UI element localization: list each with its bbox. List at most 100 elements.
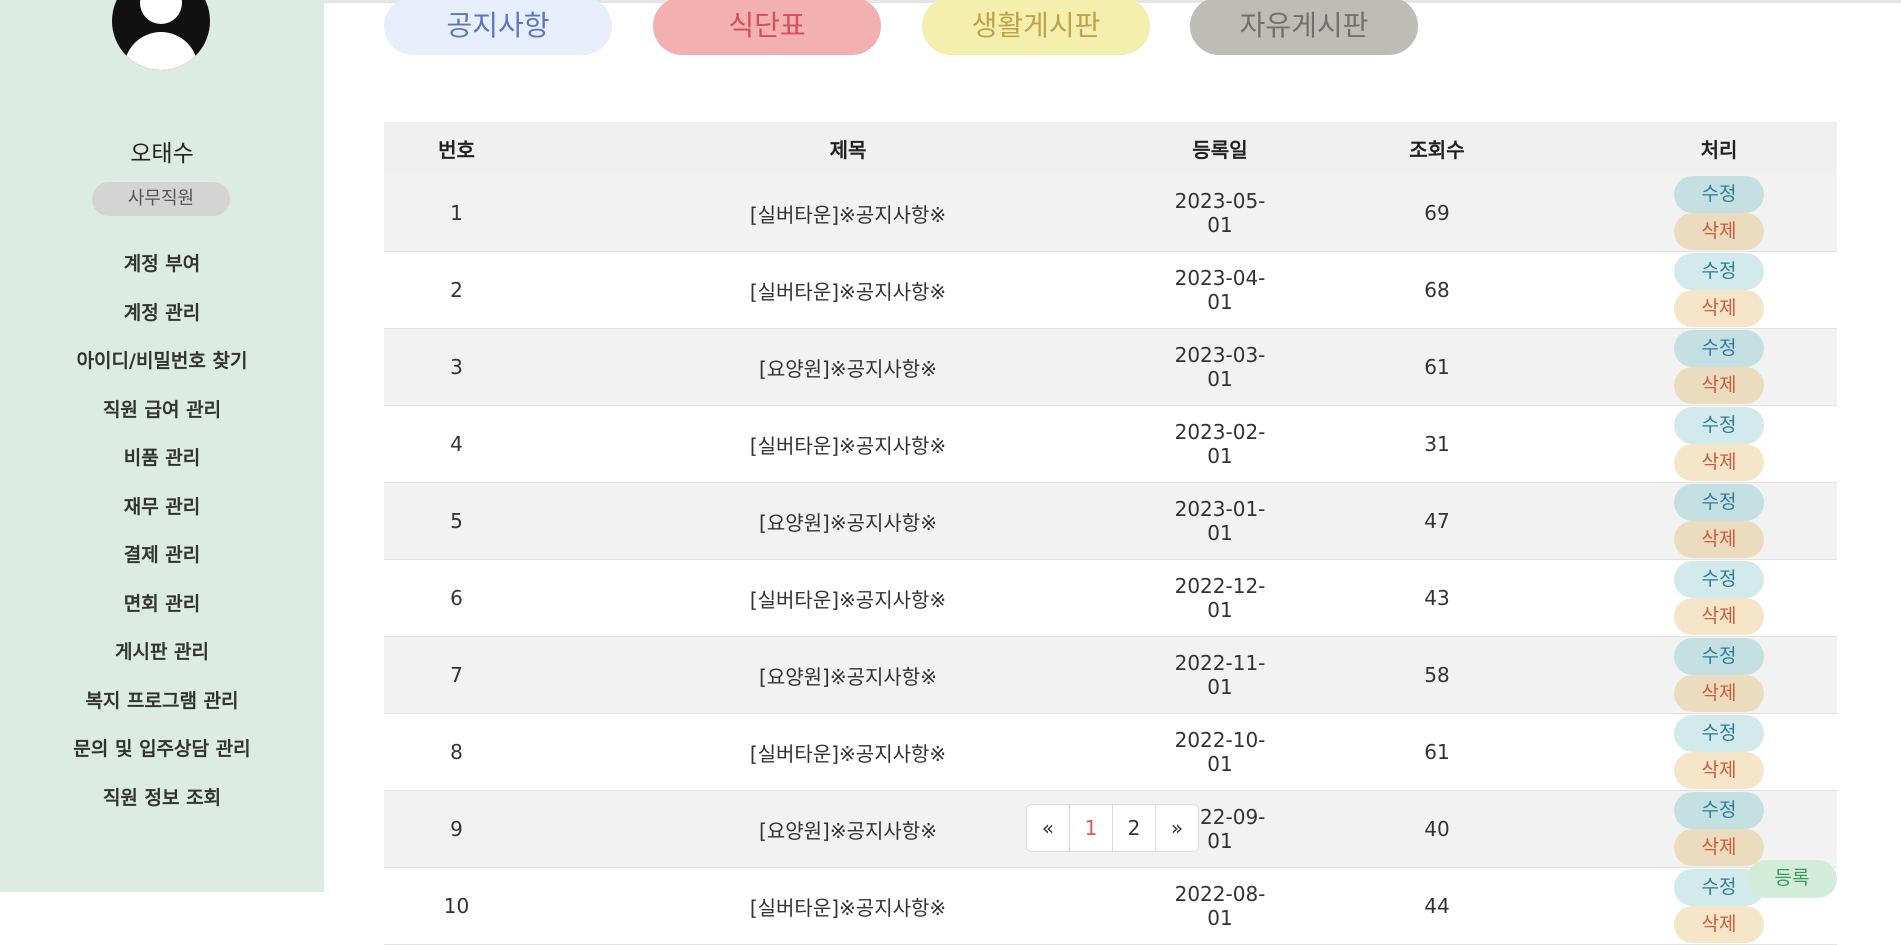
row-number: 5 bbox=[384, 482, 529, 560]
row-number: 9 bbox=[384, 790, 529, 868]
row-title[interactable]: [요양원]※공지사항※ bbox=[529, 328, 1167, 406]
tab-meal-menu[interactable]: 식단표 bbox=[653, 0, 881, 55]
header-title: 제목 bbox=[529, 122, 1167, 175]
row-title[interactable]: [요양원]※공지사항※ bbox=[529, 636, 1167, 714]
row-date: 2022-12-01 bbox=[1167, 559, 1273, 637]
sidebar-menu-item[interactable]: 복지 프로그램 관리 bbox=[85, 690, 239, 712]
row-title[interactable]: [실버타운]※공지사항※ bbox=[529, 405, 1167, 483]
edit-button[interactable]: 수정 bbox=[1674, 638, 1764, 675]
sidebar-menu-item[interactable]: 문의 및 입주상담 관리 bbox=[73, 738, 251, 760]
edit-button[interactable]: 수정 bbox=[1674, 792, 1764, 829]
row-actions: 수정삭제 bbox=[1601, 328, 1837, 406]
tab-life-board[interactable]: 생활게시판 bbox=[922, 0, 1150, 55]
row-date: 2022-11-01 bbox=[1167, 636, 1273, 714]
tab-notice[interactable]: 공지사항 bbox=[384, 0, 612, 55]
table-row[interactable]: 4 [실버타운]※공지사항※ 2023-02-01 31 수정삭제 bbox=[384, 405, 1837, 483]
delete-button[interactable]: 삭제 bbox=[1674, 367, 1764, 404]
row-title[interactable]: [실버타운]※공지사항※ bbox=[529, 251, 1167, 329]
sidebar-menu-item[interactable]: 아이디/비밀번호 찾기 bbox=[76, 350, 248, 372]
pagination-next-button[interactable]: » bbox=[1170, 816, 1184, 840]
row-number: 8 bbox=[384, 713, 529, 791]
row-actions: 수정삭제 bbox=[1601, 251, 1837, 329]
row-title[interactable]: [실버타운]※공지사항※ bbox=[529, 867, 1167, 945]
row-number: 2 bbox=[384, 251, 529, 329]
pagination-prev-button[interactable]: « bbox=[1027, 805, 1070, 851]
delete-button[interactable]: 삭제 bbox=[1674, 675, 1764, 712]
row-views: 40 bbox=[1273, 790, 1601, 868]
row-date: 2023-05-01 bbox=[1167, 175, 1273, 252]
row-date: 2023-03-01 bbox=[1167, 328, 1273, 406]
delete-button[interactable]: 삭제 bbox=[1674, 444, 1764, 481]
delete-button[interactable]: 삭제 bbox=[1674, 906, 1764, 943]
delete-button[interactable]: 삭제 bbox=[1674, 752, 1764, 789]
delete-button[interactable]: 삭제 bbox=[1674, 521, 1764, 558]
delete-button[interactable]: 삭제 bbox=[1674, 598, 1764, 635]
row-date: 2023-02-01 bbox=[1167, 405, 1273, 483]
notice-table: 번호 제목 등록일 조회수 처리 1 [실버타운]※공지사항※ 2023-05-01… bbox=[384, 122, 1837, 945]
sidebar-menu-item[interactable]: 계정 부여 bbox=[123, 253, 201, 275]
row-actions: 수정삭제 bbox=[1601, 713, 1837, 791]
row-views: 58 bbox=[1273, 636, 1601, 714]
sidebar-menu-item[interactable]: 비품 관리 bbox=[123, 447, 201, 469]
sidebar-menu-item[interactable]: 면회 관리 bbox=[123, 593, 201, 615]
delete-button[interactable]: 삭제 bbox=[1674, 213, 1764, 250]
row-number: 6 bbox=[384, 559, 529, 637]
sidebar-menu-item[interactable]: 게시판 관리 bbox=[114, 641, 209, 663]
row-date: 2022-08-01 bbox=[1167, 867, 1273, 945]
row-date: 2022-09-01 bbox=[1167, 790, 1273, 868]
sidebar-menu-item[interactable]: 직원 정보 조회 bbox=[102, 787, 222, 809]
row-actions: 수정삭제 bbox=[1601, 559, 1837, 637]
row-title[interactable]: [실버타운]※공지사항※ bbox=[529, 713, 1167, 791]
delete-button[interactable]: 삭제 bbox=[1674, 290, 1764, 327]
edit-button[interactable]: 수정 bbox=[1674, 561, 1764, 598]
row-number: 10 bbox=[384, 867, 529, 945]
header-number: 번호 bbox=[384, 122, 529, 175]
user-name: 오태수 bbox=[130, 141, 194, 167]
row-date: 2023-01-01 bbox=[1167, 482, 1273, 560]
row-title[interactable]: [요양원]※공지사항※ bbox=[529, 790, 1167, 868]
delete-button[interactable]: 삭제 bbox=[1674, 829, 1764, 866]
table-row[interactable]: 8 [실버타운]※공지사항※ 2022-10-01 61 수정삭제 bbox=[384, 713, 1837, 791]
row-number: 4 bbox=[384, 405, 529, 483]
row-title[interactable]: [실버타운]※공지사항※ bbox=[529, 175, 1167, 252]
sidebar-menu-item[interactable]: 직원 급여 관리 bbox=[102, 399, 222, 421]
edit-button[interactable]: 수정 bbox=[1674, 407, 1764, 444]
edit-button[interactable]: 수정 bbox=[1674, 715, 1764, 752]
pagination-page-1[interactable]: 1 bbox=[1070, 805, 1113, 851]
table-row[interactable]: 2 [실버타운]※공지사항※ 2023-04-01 68 수정삭제 bbox=[384, 251, 1837, 329]
edit-button[interactable]: 수정 bbox=[1674, 484, 1764, 521]
sidebar-menu-item[interactable]: 재무 관리 bbox=[123, 496, 201, 518]
row-actions: 수정삭제 bbox=[1601, 405, 1837, 483]
user-role-badge: 사무직원 bbox=[92, 182, 230, 216]
table-row[interactable]: 9 [요양원]※공지사항※ 2022-09-01 40 수정삭제 bbox=[384, 790, 1837, 868]
row-title[interactable]: [요양원]※공지사항※ bbox=[529, 482, 1167, 560]
table-row[interactable]: 5 [요양원]※공지사항※ 2023-01-01 47 수정삭제 bbox=[384, 482, 1837, 560]
row-number: 1 bbox=[384, 175, 529, 252]
row-views: 44 bbox=[1273, 867, 1601, 945]
sidebar-menu-item[interactable]: 계정 관리 bbox=[123, 302, 201, 324]
table-row[interactable]: 10 [실버타운]※공지사항※ 2022-08-01 44 수정삭제 bbox=[384, 867, 1837, 945]
pagination-page-2[interactable]: 2 bbox=[1113, 805, 1156, 851]
row-views: 61 bbox=[1273, 713, 1601, 791]
row-views: 47 bbox=[1273, 482, 1601, 560]
row-number: 7 bbox=[384, 636, 529, 714]
edit-button[interactable]: 수정 bbox=[1674, 330, 1764, 367]
row-views: 31 bbox=[1273, 405, 1601, 483]
edit-button[interactable]: 수정 bbox=[1674, 176, 1764, 213]
table-row[interactable]: 1 [실버타운]※공지사항※ 2023-05-01 69 수정삭제 bbox=[384, 175, 1837, 252]
register-button[interactable]: 등록 bbox=[1747, 860, 1837, 898]
tab-free-board[interactable]: 자유게시판 bbox=[1190, 0, 1418, 55]
row-actions: 수정삭제 bbox=[1601, 175, 1837, 252]
table-row[interactable]: 6 [실버타운]※공지사항※ 2022-12-01 43 수정삭제 bbox=[384, 559, 1837, 637]
row-actions: 수정삭제 bbox=[1601, 636, 1837, 714]
table-row[interactable]: 3 [요양원]※공지사항※ 2023-03-01 61 수정삭제 bbox=[384, 328, 1837, 406]
row-title[interactable]: [실버타운]※공지사항※ bbox=[529, 559, 1167, 637]
row-number: 3 bbox=[384, 328, 529, 406]
edit-button[interactable]: 수정 bbox=[1674, 253, 1764, 290]
row-actions: 수정삭제 bbox=[1601, 790, 1837, 868]
table-row[interactable]: 7 [요양원]※공지사항※ 2022-11-01 58 수정삭제 bbox=[384, 636, 1837, 714]
header-views: 조회수 bbox=[1273, 122, 1601, 175]
sidebar-menu-item[interactable]: 결제 관리 bbox=[123, 544, 201, 566]
row-views: 61 bbox=[1273, 328, 1601, 406]
